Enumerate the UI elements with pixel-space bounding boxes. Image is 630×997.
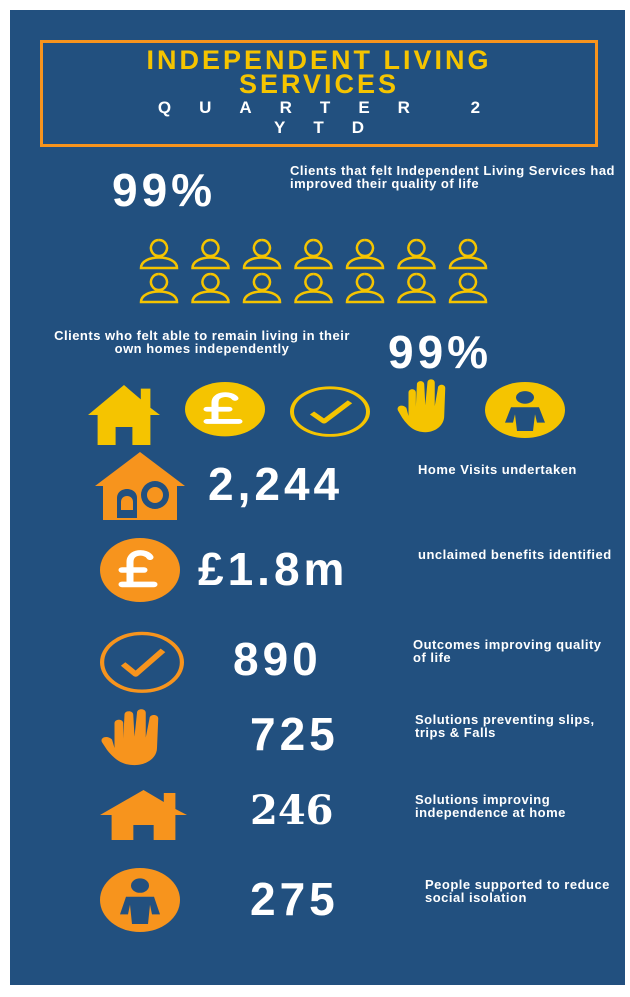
person-outline bbox=[242, 272, 282, 304]
person-outline bbox=[397, 272, 436, 304]
pound-icon bbox=[100, 538, 180, 602]
check-icon bbox=[102, 633, 182, 691]
house-icon bbox=[88, 385, 160, 445]
person-outline bbox=[448, 238, 488, 270]
hand-icon bbox=[101, 709, 159, 766]
icon-row bbox=[88, 379, 565, 445]
subtitle: QUARTER 2 YTD bbox=[157, 98, 509, 137]
stat-label: unclaimed benefits identified bbox=[418, 547, 612, 562]
stat-value: 275 bbox=[250, 873, 339, 925]
title-box: INDEPENDENT LIVING SERVICES QUARTER 2 YT… bbox=[40, 40, 598, 147]
home-visit-icon bbox=[95, 452, 185, 520]
person-outline bbox=[397, 238, 436, 270]
person-outline bbox=[191, 238, 230, 270]
people-grid bbox=[139, 238, 488, 304]
person-icon bbox=[100, 868, 180, 932]
stat-value: 99% bbox=[388, 326, 493, 378]
stat-label: Outcomes improving quality of life bbox=[413, 637, 602, 665]
stat-value: 890 bbox=[233, 633, 322, 685]
person-outline bbox=[294, 238, 333, 270]
person-outline bbox=[345, 238, 385, 270]
person-outline bbox=[242, 238, 282, 270]
stat-label: People supported to reduce social isolat… bbox=[425, 877, 610, 905]
person-outline bbox=[448, 272, 488, 304]
person-outline bbox=[345, 272, 385, 304]
stat-label: Solutions improving independence at home bbox=[415, 792, 566, 820]
pound-icon bbox=[185, 382, 265, 436]
title: INDEPENDENT LIVING SERVICES bbox=[146, 45, 492, 99]
house-icon bbox=[100, 790, 187, 840]
stat-value: 99% bbox=[112, 164, 217, 216]
stat-icons bbox=[95, 452, 187, 932]
stat-value: 725 bbox=[250, 708, 339, 760]
stat-value: 246 bbox=[250, 787, 334, 834]
person-outline bbox=[139, 272, 179, 304]
hand-icon bbox=[397, 379, 446, 433]
stat-value: £1.8m bbox=[198, 543, 349, 595]
stat-label: Clients who felt able to remain living i… bbox=[54, 328, 350, 356]
stat-label: Home Visits undertaken bbox=[418, 462, 577, 477]
person-icon bbox=[485, 382, 565, 438]
person-outline bbox=[139, 238, 179, 270]
person-outline bbox=[191, 272, 230, 304]
stat-label: Clients that felt Independent Living Ser… bbox=[290, 163, 615, 191]
check-icon bbox=[292, 388, 368, 436]
stat-value: 2,244 bbox=[208, 458, 344, 510]
stat-label: Solutions preventing slips, trips & Fall… bbox=[415, 712, 595, 740]
person-outline bbox=[294, 272, 333, 304]
